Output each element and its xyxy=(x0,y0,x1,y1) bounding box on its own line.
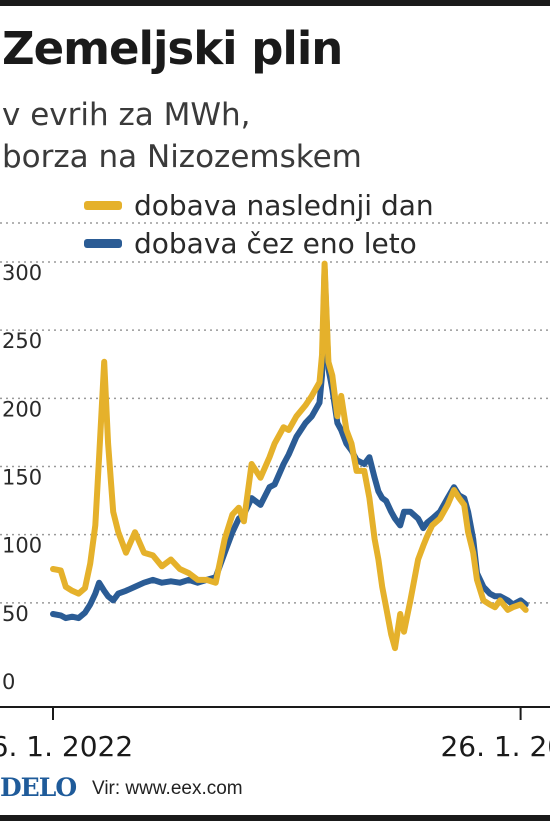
legend-swatch-year-ahead xyxy=(84,238,122,248)
y-tick-label-300: 300 xyxy=(2,261,42,285)
x-tick-label-1: 26. 1. 2023 xyxy=(440,730,550,763)
y-tick-label-0: 0 xyxy=(2,670,15,694)
legend-label-year-ahead: dobava čez eno leto xyxy=(134,226,417,260)
chart-title: Zemeljski plin xyxy=(2,22,343,75)
subtitle-line-1: v evrih za MWh, xyxy=(2,97,251,133)
y-tick-label-200: 200 xyxy=(2,397,42,421)
legend-label-day-ahead: dobava naslednji dan xyxy=(134,188,434,222)
legend-item-day-ahead: dobava naslednji dan xyxy=(84,186,434,224)
chart-subtitle: v evrih za MWh, borza na Nizozemskem xyxy=(2,94,362,178)
y-tick-label-100: 100 xyxy=(2,534,42,558)
series-line-day-ahead xyxy=(50,260,529,652)
legend: dobava naslednji dan dobava čez eno leto xyxy=(84,186,434,262)
line-chart: 0 50 100 150 200 250 300 26. 1. 2022 26. 1. 2023 xyxy=(0,222,550,763)
x-tick-label-0: 26. 1. 2022 xyxy=(0,730,133,763)
bottom-rule xyxy=(0,815,550,821)
legend-swatch-day-ahead xyxy=(84,200,122,210)
series-line-year-ahead xyxy=(50,266,529,622)
source-text: Vir: www.eex.com xyxy=(92,778,243,799)
y-tick-label-50: 50 xyxy=(2,602,29,626)
legend-item-year-ahead: dobava čez eno leto xyxy=(84,224,434,262)
y-tick-label-150: 150 xyxy=(2,466,42,490)
top-rule xyxy=(0,0,550,6)
subtitle-line-2: borza na Nizozemskem xyxy=(2,139,362,175)
y-tick-label-250: 250 xyxy=(2,329,42,353)
delo-logo: DELO xyxy=(0,773,77,802)
